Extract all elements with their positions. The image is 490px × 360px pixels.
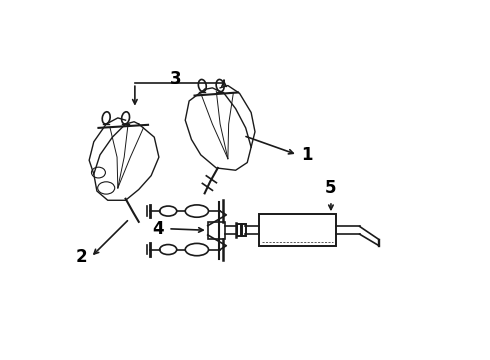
Text: 1: 1 (301, 146, 313, 164)
Bar (259, 214, 336, 247)
Bar (237, 224, 241, 237)
Bar (208, 222, 225, 239)
Text: 4: 4 (153, 220, 164, 238)
Text: 2: 2 (75, 248, 87, 266)
Bar (242, 224, 245, 237)
Text: 3: 3 (170, 70, 182, 88)
Text: 5: 5 (325, 179, 337, 197)
